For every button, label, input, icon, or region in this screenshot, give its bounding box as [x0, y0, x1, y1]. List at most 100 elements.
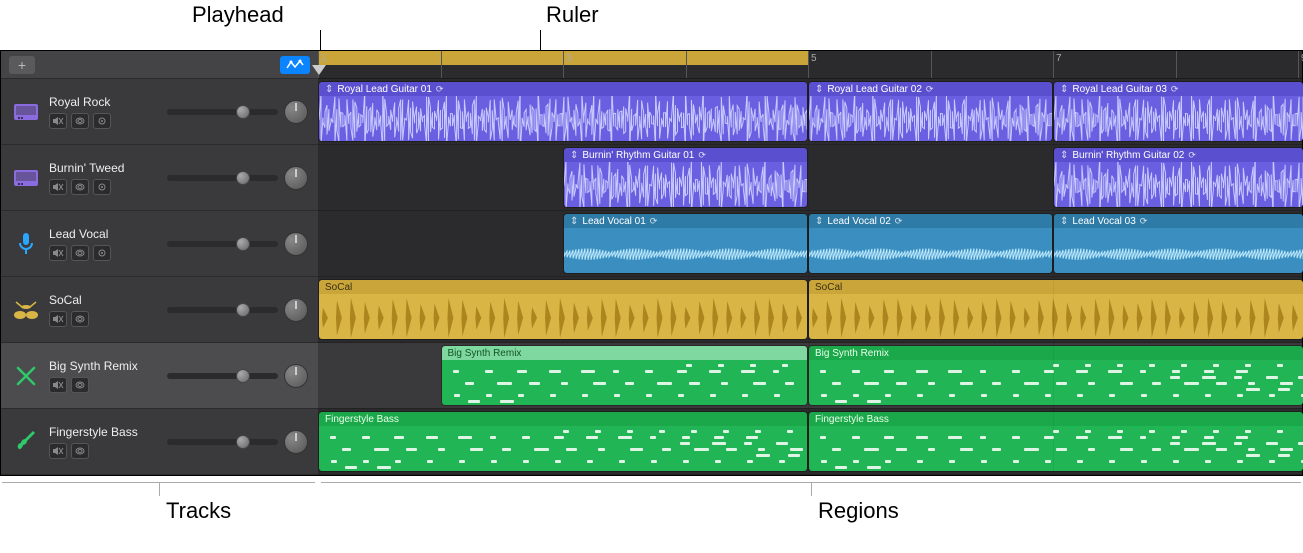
track-lane[interactable]: ⇕Burnin' Rhythm Guitar 01⟳ ⇕Burnin' Rhyth…: [318, 145, 1302, 211]
region-header: Big Synth Remix: [442, 346, 808, 360]
record-button[interactable]: [93, 179, 111, 195]
mute-button[interactable]: [49, 443, 67, 459]
region[interactable]: Fingerstyle Bass: [808, 411, 1303, 472]
region-body: [809, 426, 1303, 471]
ruler[interactable]: 13579111315: [318, 51, 1302, 79]
region[interactable]: ⇕Burnin' Rhythm Guitar 01⟳: [563, 147, 808, 208]
mute-button[interactable]: [49, 245, 67, 261]
track-lane[interactable]: ⇕Lead Vocal 01⟳⇕Lead Vocal 02⟳⇕Lead Voca…: [318, 211, 1302, 277]
updown-icon: ⇕: [325, 84, 333, 95]
loop-icon: ⟳: [436, 84, 444, 95]
solo-button[interactable]: [71, 179, 89, 195]
amp-icon: [11, 97, 41, 127]
guitar-icon: [11, 427, 41, 457]
loop-icon: ⟳: [895, 216, 903, 227]
mute-button[interactable]: [49, 113, 67, 129]
solo-button[interactable]: [71, 377, 89, 393]
brace-regions-mid: [811, 482, 812, 496]
track-lane[interactable]: SoCal SoCal: [318, 277, 1302, 343]
region-label: Big Synth Remix: [815, 348, 889, 359]
bar-divider: [1053, 79, 1054, 475]
ruler-bar-number: 1: [321, 53, 327, 64]
volume-slider[interactable]: [167, 175, 279, 181]
track-lane[interactable]: Fingerstyle BassFingerstyle Bass: [318, 409, 1302, 475]
callout-regions-label: Regions: [818, 498, 899, 524]
track-header[interactable]: Fingerstyle Bass: [1, 409, 318, 475]
ruler-tick: [1176, 51, 1177, 78]
volume-slider[interactable]: [167, 109, 279, 115]
region-header: ⇕Lead Vocal 02⟳: [809, 214, 1052, 228]
track-header[interactable]: Royal Rock: [1, 79, 318, 145]
updown-icon: ⇕: [815, 216, 823, 227]
pan-knob[interactable]: [284, 430, 308, 454]
region-header: Fingerstyle Bass: [319, 412, 807, 426]
region[interactable]: ⇕Lead Vocal 01⟳: [563, 213, 808, 274]
pan-knob[interactable]: [284, 232, 308, 256]
track-name: Royal Rock: [49, 95, 161, 109]
region[interactable]: ⇕Burnin' Rhythm Guitar 02⟳: [1053, 147, 1303, 208]
mute-button[interactable]: [49, 179, 67, 195]
region-body: [809, 360, 1303, 405]
ruler-tick: [1053, 51, 1054, 78]
region[interactable]: ⇕Royal Lead Guitar 03⟳: [1053, 81, 1303, 142]
loop-icon: ⟳: [926, 84, 934, 95]
volume-slider[interactable]: [167, 439, 279, 445]
region[interactable]: Big Synth Remix: [808, 345, 1303, 406]
ruler-tick: [808, 51, 809, 78]
solo-button[interactable]: [71, 443, 89, 459]
volume-slider[interactable]: [167, 307, 279, 313]
region[interactable]: SoCal: [318, 279, 808, 340]
loop-icon: ⟳: [1188, 150, 1196, 161]
tracks-area: ⇕ Royal Lead Guitar 01 ⟳ ⇕ Royal Lead Guitar…: [318, 79, 1302, 475]
region[interactable]: ⇕Royal Lead Guitar 02⟳: [808, 81, 1053, 142]
updown-icon: ⇕: [1060, 84, 1068, 95]
region-label: Royal Lead Guitar 03: [1072, 84, 1167, 95]
region[interactable]: ⇕ Royal Lead Guitar 01 ⟳: [318, 81, 808, 142]
region-header: Fingerstyle Bass: [809, 412, 1303, 426]
region-label: Royal Lead Guitar 02: [827, 84, 922, 95]
track-lane[interactable]: Big Synth Remix Big Synth Remix: [318, 343, 1302, 409]
mute-button[interactable]: [49, 311, 67, 327]
region-label: Lead Vocal 03: [1072, 216, 1135, 227]
automation-toggle-button[interactable]: [280, 56, 310, 74]
track-header[interactable]: Lead Vocal: [1, 211, 318, 277]
region[interactable]: SoCal: [808, 279, 1303, 340]
add-track-button[interactable]: +: [9, 56, 35, 74]
track-header[interactable]: SoCal: [1, 277, 318, 343]
region[interactable]: ⇕Lead Vocal 02⟳: [808, 213, 1053, 274]
region-header: ⇕Lead Vocal 03⟳: [1054, 214, 1303, 228]
record-button[interactable]: [93, 245, 111, 261]
mic-icon: [11, 229, 41, 259]
region-header: Big Synth Remix: [809, 346, 1303, 360]
region-body: [319, 294, 807, 339]
track-header[interactable]: Burnin' Tweed: [1, 145, 318, 211]
playhead[interactable]: [312, 65, 326, 75]
region-header: ⇕Burnin' Rhythm Guitar 01⟳: [564, 148, 807, 162]
region-body: [564, 162, 807, 207]
region-header: ⇕Royal Lead Guitar 02⟳: [809, 82, 1052, 96]
region-header: SoCal: [319, 280, 807, 294]
ruler-tick: [1298, 51, 1299, 78]
pan-knob[interactable]: [284, 298, 308, 322]
region-label: SoCal: [815, 282, 842, 293]
pan-knob[interactable]: [284, 166, 308, 190]
solo-button[interactable]: [71, 113, 89, 129]
pan-knob[interactable]: [284, 100, 308, 124]
region[interactable]: ⇕Lead Vocal 03⟳: [1053, 213, 1303, 274]
track-lane[interactable]: ⇕ Royal Lead Guitar 01 ⟳ ⇕ Royal Lead Guitar…: [318, 79, 1302, 145]
solo-button[interactable]: [71, 245, 89, 261]
pan-knob[interactable]: [284, 364, 308, 388]
mute-button[interactable]: [49, 377, 67, 393]
volume-slider[interactable]: [167, 241, 279, 247]
track-name: Lead Vocal: [49, 227, 161, 241]
record-button[interactable]: [93, 113, 111, 129]
region-header: ⇕ Royal Lead Guitar 01 ⟳: [319, 82, 807, 96]
ruler-tick: [931, 51, 932, 78]
region-label: Lead Vocal 01: [582, 216, 645, 227]
region-label: Royal Lead Guitar 01: [337, 84, 432, 95]
region[interactable]: Fingerstyle Bass: [318, 411, 808, 472]
track-header[interactable]: Big Synth Remix: [1, 343, 318, 409]
volume-slider[interactable]: [167, 373, 279, 379]
region[interactable]: Big Synth Remix: [441, 345, 809, 406]
solo-button[interactable]: [71, 311, 89, 327]
